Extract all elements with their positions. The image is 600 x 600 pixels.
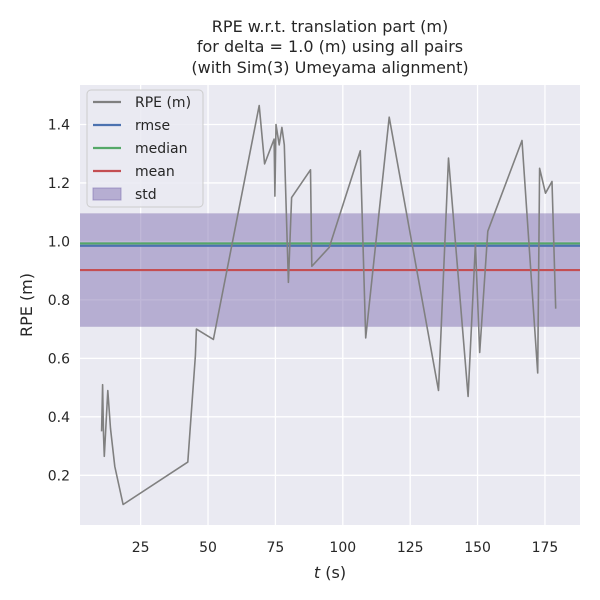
y-tick-label: 1.0 xyxy=(48,234,70,250)
legend-label-rpe: RPE (m) xyxy=(135,95,191,111)
x-tick-label: 25 xyxy=(132,540,150,556)
legend-box xyxy=(86,89,204,208)
stat-lines xyxy=(80,213,580,327)
chart-title-line-3: (with Sim(3) Umeyama alignment) xyxy=(191,58,468,77)
legend-label-mean: mean xyxy=(135,164,175,180)
y-tick-labels: 0.2 0.4 0.6 0.8 1.0 1.2 1.4 xyxy=(48,117,70,484)
series-layer xyxy=(100,104,557,506)
y-tick-label: 0.8 xyxy=(48,293,70,309)
legend-label-std: std xyxy=(135,187,157,203)
x-axis-label: t (s) xyxy=(314,563,346,582)
x-axis-label-symbol: t xyxy=(314,563,321,582)
x-tick-labels: 25 50 75 100 125 150 175 xyxy=(132,540,559,556)
rpe-series-line xyxy=(100,104,557,506)
x-tick-label: 75 xyxy=(267,540,285,556)
y-tick-label: 1.2 xyxy=(48,176,70,192)
y-axis-label: RPE (m) xyxy=(17,273,36,337)
y-tick-label: 0.4 xyxy=(48,410,70,426)
y-tick-label: 0.2 xyxy=(48,468,70,484)
legend-label-median: median xyxy=(135,141,187,157)
legend-label-rmse: rmse xyxy=(135,118,170,134)
chart-title-line-2: for delta = 1.0 (m) using all pairs xyxy=(197,37,463,56)
y-tick-label: 0.6 xyxy=(48,351,70,367)
x-tick-label: 100 xyxy=(329,540,356,556)
x-tick-label: 150 xyxy=(464,540,491,556)
x-tick-label: 125 xyxy=(397,540,424,556)
chart-title-line-1: RPE w.r.t. translation part (m) xyxy=(212,17,448,36)
x-axis-label-unit: (s) xyxy=(320,563,346,582)
legend: RPE (m) rmse median mean std xyxy=(86,89,204,208)
x-tick-label: 50 xyxy=(199,540,217,556)
x-tick-label: 175 xyxy=(532,540,559,556)
legend-swatch-std xyxy=(92,187,122,201)
chart-title: RPE w.r.t. translation part (m) for delt… xyxy=(191,17,468,77)
y-tick-label: 1.4 xyxy=(48,117,70,133)
